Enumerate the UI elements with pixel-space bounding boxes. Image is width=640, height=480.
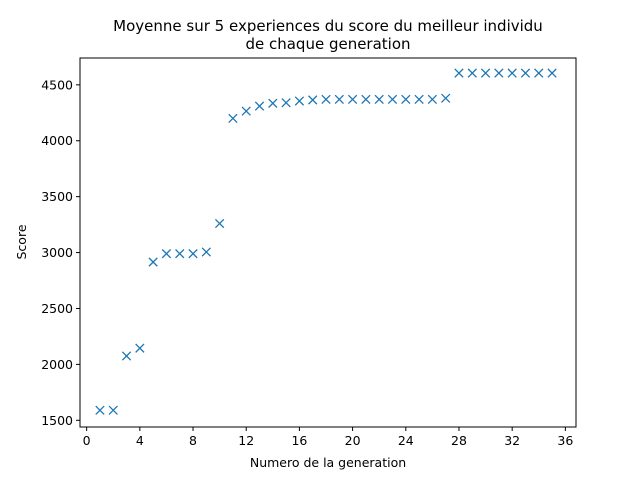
- x-tick-label: 0: [83, 433, 91, 448]
- y-tick-label: 2000: [41, 357, 73, 372]
- y-tick-label: 4000: [41, 133, 73, 148]
- y-tick-label: 3000: [41, 245, 73, 260]
- data-point: [361, 94, 371, 105]
- data-point: [494, 68, 504, 78]
- data-point: [401, 94, 411, 105]
- data-point: [441, 93, 451, 103]
- data-point: [520, 68, 531, 78]
- data-point: [467, 68, 477, 78]
- data-point: [308, 95, 318, 105]
- y-axis-label: Score: [14, 224, 29, 259]
- data-point: [281, 98, 291, 108]
- y-tick-label: 1500: [41, 413, 73, 428]
- data-point: [135, 343, 145, 353]
- data-point: [188, 249, 198, 259]
- data-point: [175, 249, 185, 259]
- data-point: [547, 68, 557, 78]
- data-point: [374, 94, 384, 105]
- data-point: [321, 94, 331, 105]
- data-point: [387, 94, 398, 105]
- data-point: [254, 101, 265, 111]
- x-tick-label: 12: [238, 433, 254, 448]
- data-point: [427, 94, 438, 105]
- data-point: [480, 68, 491, 78]
- data-markers: [95, 68, 557, 415]
- x-tick-label: 16: [291, 433, 307, 448]
- data-point: [148, 257, 158, 267]
- data-point: [241, 106, 251, 116]
- x-axis-ticks: 0 4 8 12 16 20 24 28 32 36: [83, 427, 573, 448]
- data-point: [161, 249, 172, 259]
- y-tick-label: 3500: [41, 189, 73, 204]
- data-point: [414, 94, 424, 105]
- plot-frame: [79, 57, 577, 428]
- data-point: [268, 98, 278, 108]
- chart-title-line-1: Moyenne sur 5 experiences du score du me…: [113, 17, 543, 35]
- chart-title-line-2: de chaque generation: [245, 35, 410, 53]
- x-tick-label: 32: [504, 433, 520, 448]
- x-tick-label: 8: [189, 433, 197, 448]
- data-point: [294, 96, 305, 106]
- y-axis-ticks: 1500 2000 2500 3000 3500 4000 4500: [41, 77, 80, 428]
- x-axis-label: Numero de la generation: [250, 455, 406, 470]
- y-tick-label: 4500: [41, 77, 73, 92]
- data-point: [228, 113, 238, 124]
- x-tick-label: 24: [398, 433, 414, 448]
- data-point: [334, 94, 344, 105]
- y-tick-label: 2500: [41, 301, 73, 316]
- x-tick-label: 20: [345, 433, 361, 448]
- data-point: [108, 405, 118, 415]
- x-tick-label: 4: [136, 433, 144, 448]
- data-point: [95, 405, 105, 415]
- data-point: [201, 247, 211, 257]
- data-point: [507, 68, 517, 78]
- data-point: [347, 94, 358, 105]
- data-point: [121, 351, 132, 361]
- x-tick-label: 36: [557, 433, 573, 448]
- x-tick-label: 28: [451, 433, 467, 448]
- data-point: [454, 68, 464, 78]
- data-point: [214, 218, 225, 229]
- data-point: [534, 68, 544, 78]
